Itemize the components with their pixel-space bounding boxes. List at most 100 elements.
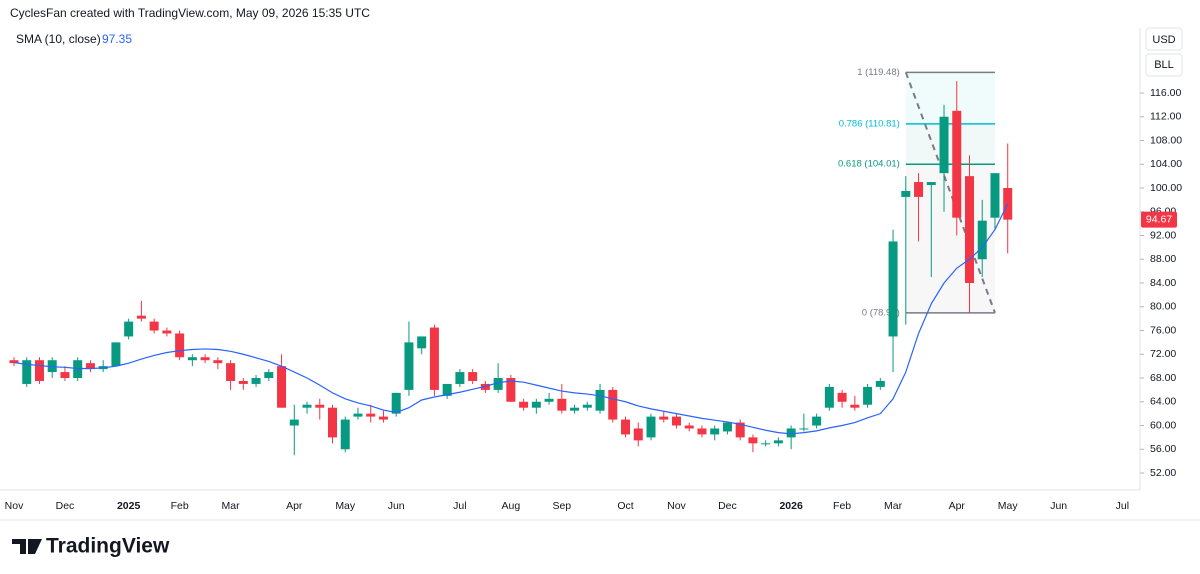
candle-body (9, 360, 19, 364)
y-tick-label: 64.00 (1150, 396, 1176, 408)
candle-body (277, 366, 287, 408)
y-tick-label: 88.00 (1150, 253, 1176, 265)
plot-area: 1 (119.48) 0.786 (110.81) 0.618 (104.01) 0 … (9, 67, 1013, 456)
y-tick-label: 112.00 (1150, 111, 1181, 123)
candle-body (799, 428, 809, 430)
fib-trend (904, 71, 996, 314)
y-tick-label: 84.00 (1150, 277, 1176, 289)
candle-body (238, 380, 248, 384)
candle-body (455, 372, 465, 384)
logo-text: TradingView (46, 535, 170, 558)
currency-label[interactable]: USD (1152, 34, 1175, 46)
candle-body (582, 404, 592, 408)
x-tick-label: Jun (1050, 500, 1067, 512)
candle-body (366, 413, 376, 417)
candle-body (926, 182, 936, 186)
candle-body (697, 428, 707, 435)
fib-zone (905, 72, 995, 124)
candle-body (187, 357, 197, 361)
price-tag (1141, 211, 1177, 228)
x-tick-label: Nov (5, 500, 24, 512)
candle-body (888, 241, 898, 337)
x-tick-label: Aug (502, 500, 521, 512)
candle-body (468, 372, 478, 381)
candle-body (506, 378, 516, 402)
candle-body (595, 389, 605, 411)
x-tick-label: Mar (884, 500, 903, 512)
candle-body (901, 190, 911, 197)
candle-body (710, 428, 720, 435)
indicator-value: 97.35 (102, 32, 132, 46)
x-tick-label: Jul (1116, 500, 1129, 512)
x-tick-label: Sep (552, 500, 571, 512)
currency-button[interactable] (1145, 27, 1183, 51)
candle-body (952, 110, 962, 218)
y-tick-label: 72.00 (1150, 348, 1176, 360)
y-tick-label: 80.00 (1150, 301, 1176, 313)
candle-body (111, 342, 121, 367)
candle-body (659, 416, 669, 420)
candle-body (353, 413, 363, 417)
x-tick-label: Jun (388, 500, 405, 512)
candle-body (735, 422, 745, 438)
candle-body (328, 407, 337, 438)
candle-body (621, 419, 631, 435)
candle-body (493, 378, 503, 390)
candle-body (124, 321, 134, 337)
candle-body (200, 357, 210, 361)
x-tick-label: 2025 (117, 500, 141, 512)
candle-body (302, 404, 312, 408)
candle-body (136, 315, 146, 319)
candle-body (570, 407, 580, 411)
y-tick-label: 56.00 (1150, 443, 1176, 455)
y-tick-label: 100.00 (1150, 182, 1182, 194)
x-tick-label: Nov (667, 500, 686, 512)
x-tick-label: Mar (222, 500, 241, 512)
fib-label: 0.618 (104.01) (838, 159, 900, 170)
y-tick-label: 116.00 (1150, 87, 1181, 99)
candle-body (391, 392, 401, 414)
x-tick-label: Feb (833, 500, 851, 512)
candle-body (340, 419, 350, 450)
x-tick-label: May (998, 500, 1019, 512)
candle-body (34, 360, 44, 381)
candle-body (748, 437, 758, 444)
x-tick-label: Apr (949, 500, 966, 512)
price-tag-label: 94.67 (1146, 213, 1172, 225)
candle-body (837, 392, 847, 402)
candle-body (60, 372, 70, 379)
candle-body (773, 440, 783, 444)
candle-body (786, 428, 796, 438)
y-tick-label: 68.00 (1150, 372, 1176, 384)
candle-body (264, 372, 274, 379)
candle-body (442, 383, 452, 396)
candle-body (850, 404, 860, 408)
x-tick-label: May (335, 500, 356, 512)
sma-line (13, 203, 1009, 435)
logo: TradingView (12, 535, 170, 558)
attribution: CyclesFan created with TradingView.com, … (10, 6, 370, 20)
x-tick-label: Feb (171, 500, 189, 512)
candle-body (863, 386, 873, 405)
unit-label[interactable]: BLL (1154, 59, 1174, 71)
fib-label: 0.786 (110.81) (839, 118, 900, 129)
candle-body (939, 116, 949, 174)
candle-body (315, 404, 325, 408)
fib-label: 0 (78.98) (862, 307, 900, 318)
logo-icon (12, 539, 42, 554)
y-tick-label: 76.00 (1150, 324, 1176, 336)
unit-button[interactable] (1145, 53, 1183, 77)
candle-body (965, 176, 974, 284)
candle-body (990, 173, 1000, 218)
candle-body (722, 422, 732, 432)
candle-body (429, 327, 439, 390)
candle-body (633, 428, 643, 441)
candle-body (289, 419, 299, 426)
candle-body (226, 363, 236, 381)
candle-body (175, 333, 185, 358)
y-tick-label: 60.00 (1150, 419, 1176, 431)
candle-body (85, 363, 95, 370)
x-tick-label: Dec (718, 500, 737, 512)
